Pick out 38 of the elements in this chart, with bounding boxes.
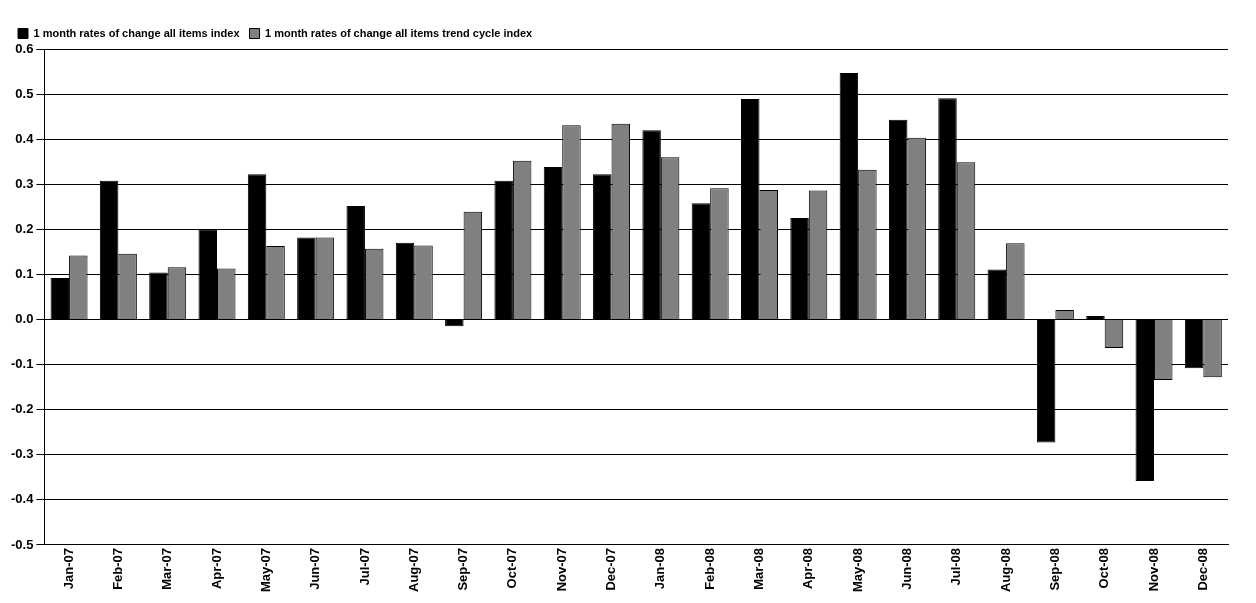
- x-tick-label: Nov-08: [1145, 547, 1161, 592]
- x-tick-label: Feb-08: [701, 547, 717, 590]
- x-tick-label: Apr-08: [800, 547, 816, 590]
- x-tick-label: Aug-08: [997, 547, 1013, 592]
- x-tick-label: Mar-07: [159, 547, 175, 590]
- y-tick-label: -0.5: [10, 536, 34, 552]
- x-tick-label: Jul-07: [356, 547, 372, 586]
- y-tick-label: 0.2: [15, 220, 34, 236]
- x-tick-label: Jun-07: [307, 547, 323, 590]
- y-tick-label: 0.0: [15, 311, 34, 327]
- x-tick-label: Feb-07: [109, 547, 125, 590]
- x-tick-label: Jun-08: [899, 547, 915, 590]
- x-tick-label: Oct-08: [1096, 547, 1112, 589]
- x-tick-label: Nov-07: [553, 547, 569, 592]
- legend-label: 1 month rates of change all items trend cycle index: [265, 26, 534, 39]
- y-tick-label: -0.1: [10, 356, 34, 372]
- x-tick-label: Jan-07: [60, 547, 76, 590]
- x-tick-label: May-07: [257, 547, 273, 592]
- x-tick-label: Aug-07: [405, 547, 421, 592]
- x-tick-label: May-08: [849, 547, 865, 592]
- y-tick-label: 0.6: [15, 40, 34, 56]
- y-tick-label: 0.5: [15, 85, 34, 101]
- legend-label: 1 month rates of change all items index: [33, 26, 241, 39]
- y-tick-label: 0.4: [15, 130, 35, 146]
- y-tick-label: -0.4: [10, 491, 35, 507]
- y-tick-label: -0.3: [10, 446, 34, 462]
- y-tick-label: 0.1: [15, 266, 34, 281]
- x-tick-label: Jul-08: [948, 547, 964, 586]
- x-tick-label: Oct-07: [504, 547, 520, 589]
- y-tick-label: -0.2: [10, 401, 34, 417]
- x-tick-label: Apr-07: [208, 547, 224, 590]
- y-tick-label: 0.3: [15, 175, 34, 191]
- x-tick-label: Sep-08: [1046, 547, 1062, 591]
- x-tick-label: Dec-07: [603, 547, 619, 591]
- x-tick-label: Jan-08: [652, 547, 668, 590]
- x-tick-label: Mar-08: [751, 547, 767, 590]
- x-tick-label: Dec-08: [1194, 547, 1210, 591]
- x-tick-label: Sep-07: [455, 547, 471, 591]
